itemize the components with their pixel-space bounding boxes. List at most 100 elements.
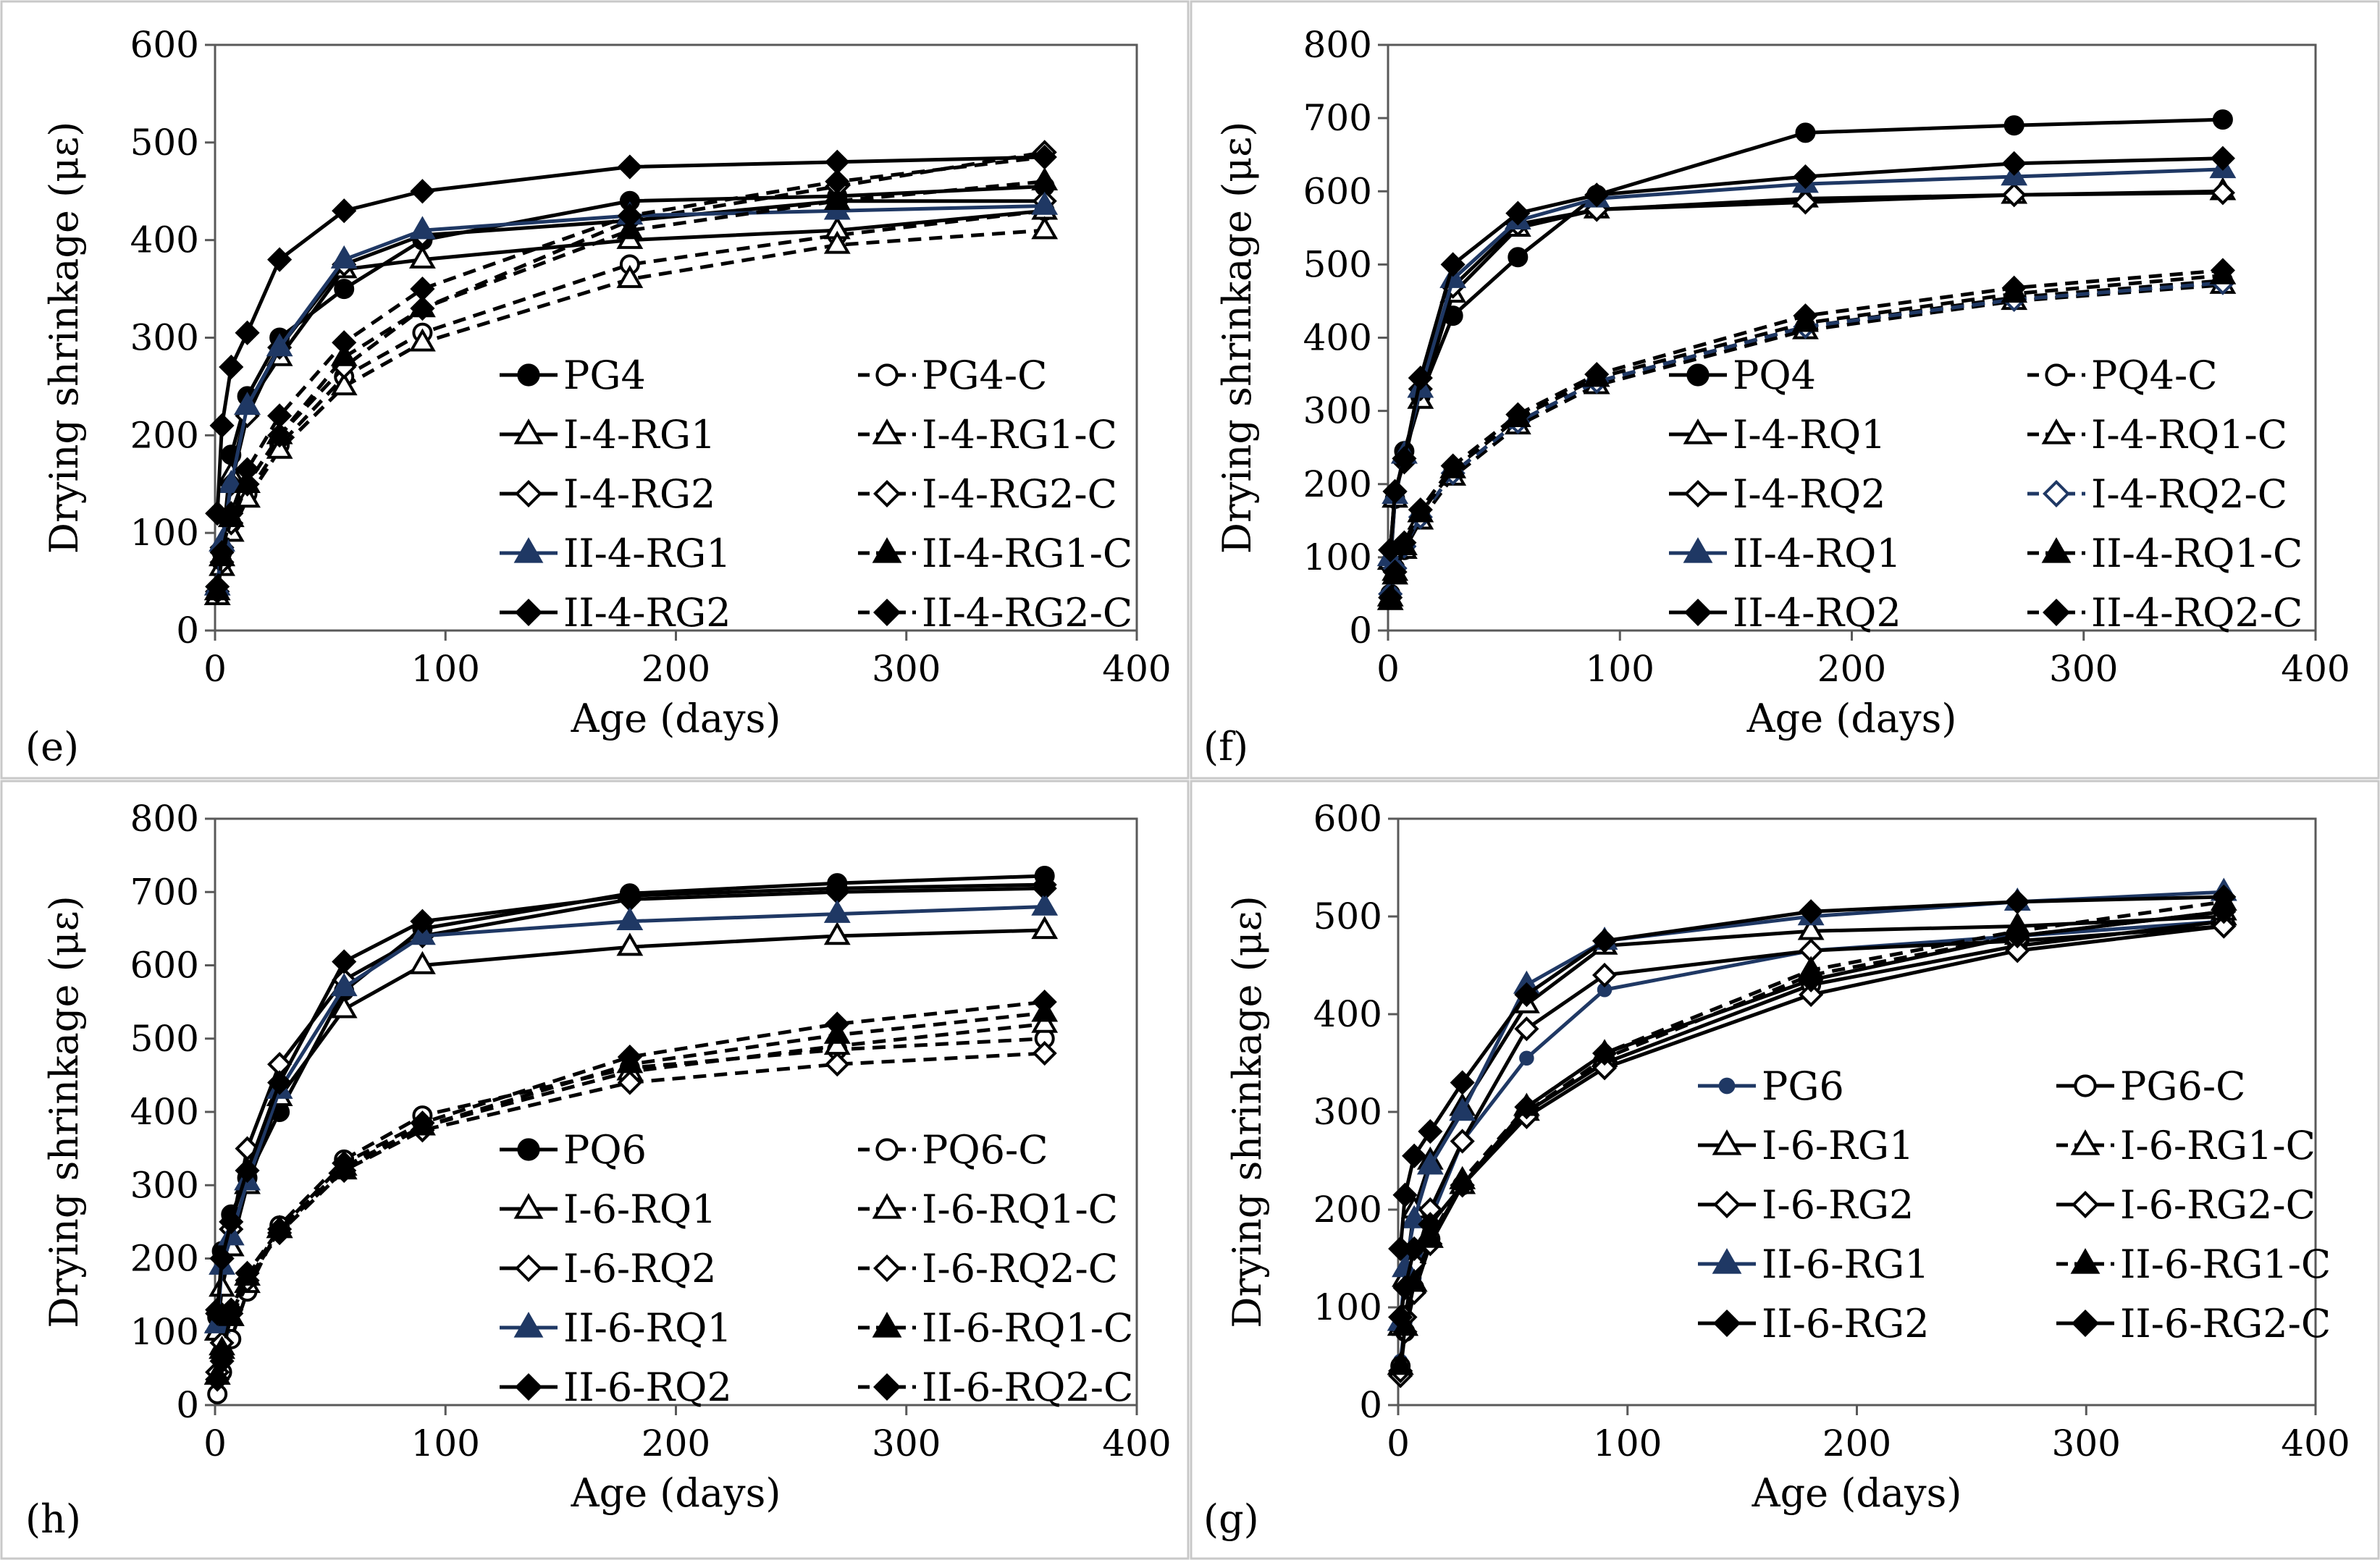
legend-marker (872, 1312, 902, 1338)
data-point (409, 922, 436, 945)
legend-label: II-6-RQ2 (563, 1365, 732, 1410)
legend-marker (1718, 1077, 1736, 1095)
legend-label: II-6-RQ2-C (922, 1365, 1133, 1410)
legend-label: II-6-RG2-C (2120, 1301, 2331, 1346)
legend-label: I-4-RG1-C (922, 412, 1117, 458)
x-tick-label: 0 (1387, 1422, 1410, 1464)
y-tick-label: 300 (1303, 390, 1372, 432)
panel-label: (h) (25, 1496, 81, 1542)
legend-item: II-6-RQ1-C (858, 1305, 1133, 1351)
data-point (617, 1070, 642, 1095)
legend-marker (1712, 1248, 1742, 1274)
data-point (409, 328, 436, 352)
legend-item: PQ6 (500, 1127, 647, 1173)
legend-label: PG4 (563, 353, 646, 398)
x-axis-title: Age (days) (1746, 696, 1957, 741)
data-point (330, 372, 358, 396)
data-point (409, 245, 436, 269)
y-tick-label: 700 (1303, 97, 1372, 139)
data-point (616, 264, 644, 288)
legend-item: II-6-RQ1 (500, 1305, 732, 1351)
data-point (330, 245, 358, 269)
data-point (219, 1209, 244, 1234)
data-point (209, 413, 235, 438)
data-point (266, 421, 293, 444)
chart-panel-4: 0 100 200 300 400 500 600 0 100 200 300 400 Age (day… (1190, 780, 2380, 1560)
x-tick-label: 100 (1586, 648, 1654, 690)
data-point (1508, 247, 1529, 268)
data-point (1450, 1129, 1475, 1154)
x-tick-label: 200 (642, 1422, 710, 1464)
legend-label: II-4-RG1-C (922, 531, 1132, 576)
legend-item: PG4 (500, 353, 646, 398)
legend-marker (875, 363, 899, 387)
legend-marker (515, 1373, 542, 1401)
legend-item: I-4-RG1 (500, 412, 715, 458)
legend-marker (873, 1255, 901, 1282)
x-axis-title: Age (days) (1752, 1470, 1962, 1516)
legend-label: I-6-RQ2 (563, 1246, 716, 1291)
legend-label: II-6-RQ1-C (922, 1305, 1133, 1351)
legend-marker (2070, 1129, 2101, 1155)
legend-item: I-6-RQ1-C (858, 1186, 1118, 1232)
legend-label: I-6-RG1 (1762, 1123, 1914, 1168)
data-point (267, 1070, 293, 1095)
data-point (410, 1110, 435, 1136)
data-point (409, 950, 436, 974)
x-axis-title: Age (days) (571, 696, 781, 741)
panel-border (0, 780, 1190, 1560)
legend-item: II-6-RG1 (1698, 1241, 1930, 1287)
legend-item: I-6-RG2-C (2056, 1182, 2316, 1228)
data-point (410, 179, 435, 204)
data-point (409, 216, 436, 240)
data-point (1591, 1055, 1618, 1081)
data-point (235, 320, 260, 345)
legend-label: II-4-RQ2 (1733, 590, 1901, 636)
y-tick-label: 200 (130, 414, 199, 456)
data-point (409, 294, 436, 318)
x-tick-label: 0 (1376, 648, 1400, 690)
legend-item: II-4-RG2 (500, 590, 731, 636)
legend-item: I-4-RG2-C (858, 471, 1117, 517)
series-line (1388, 281, 2224, 594)
series-line (1398, 900, 2224, 1367)
data-point (825, 876, 850, 901)
legend-marker (2072, 1310, 2099, 1337)
y-tick-label: 300 (1313, 1091, 1382, 1133)
data-point (209, 1349, 235, 1374)
y-tick-label: 300 (130, 1164, 199, 1206)
data-point (1505, 402, 1531, 427)
data-point (1450, 1173, 1475, 1198)
legend-marker (873, 599, 901, 626)
legend-marker (2045, 363, 2068, 387)
legend-item: PG6-C (2056, 1063, 2245, 1109)
data-point (1392, 446, 1417, 471)
legend-item: II-4-RQ2 (1669, 590, 1901, 636)
legend-marker (515, 480, 542, 507)
legend-item: II-4-RG2-C (858, 590, 1132, 636)
series-line (1398, 909, 2224, 1317)
data-point (1584, 182, 1610, 208)
data-point (235, 1260, 260, 1286)
legend-item: PQ6-C (858, 1127, 1048, 1173)
x-tick-label: 300 (872, 648, 941, 690)
data-point (2211, 914, 2237, 939)
data-point (1799, 982, 1824, 1008)
chart-panel-3: 0 100 200 300 400 500 600 700 800 0 100 200 300 400 Ag… (0, 780, 1190, 1560)
data-point (1418, 1212, 1443, 1237)
data-point (2005, 889, 2030, 914)
x-tick-label: 100 (411, 648, 480, 690)
y-axis-title: Drying shrinkage (με) (1214, 122, 1260, 555)
y-tick-label: 600 (130, 24, 199, 66)
data-point (1416, 1224, 1444, 1248)
series-line (1388, 268, 2224, 598)
legend-marker (513, 537, 544, 563)
y-tick-label: 100 (130, 512, 199, 554)
data-point (825, 169, 850, 194)
panel-border (0, 0, 1190, 780)
legend-marker (2041, 537, 2072, 563)
data-point (219, 1297, 244, 1323)
legend-label: II-6-RG1 (1762, 1241, 1930, 1287)
legend-item: PQ4-C (2027, 353, 2218, 398)
legend-label: II-6-RG2 (1762, 1301, 1930, 1346)
